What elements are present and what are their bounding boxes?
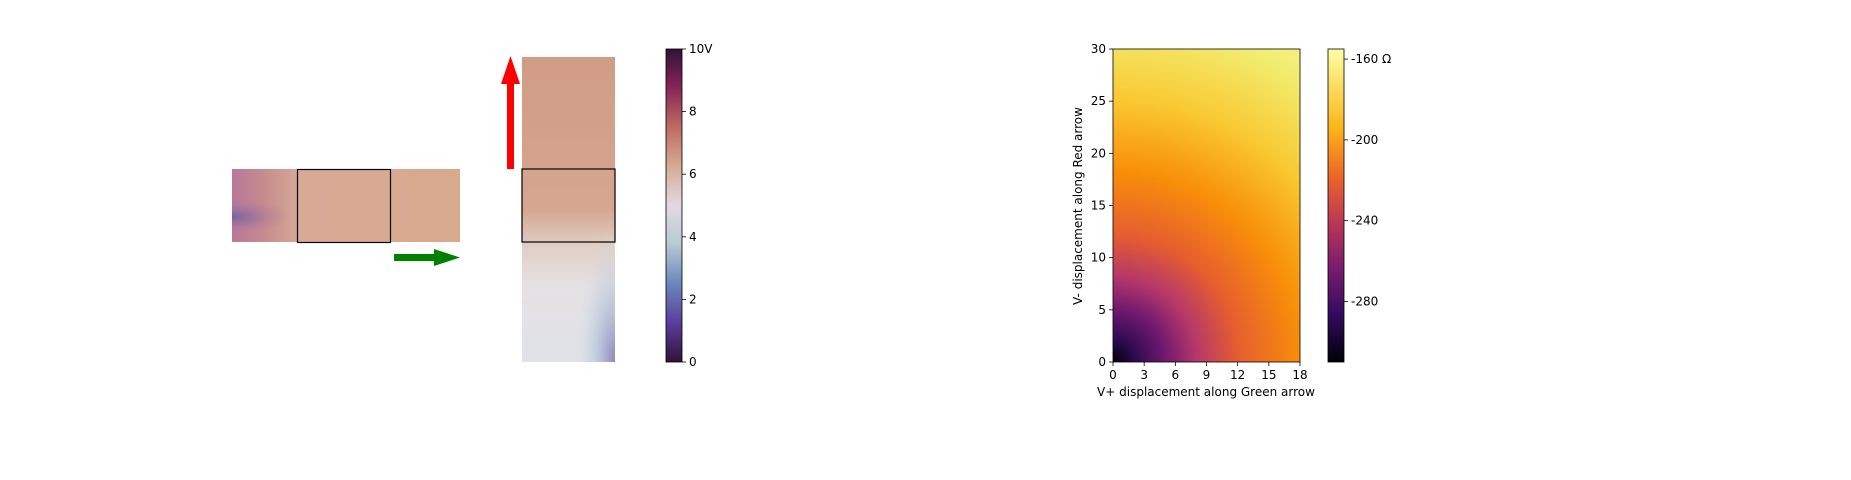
- voltage-colorbar-tick-label: 0: [689, 355, 697, 369]
- y-tick-label: 15: [1091, 199, 1106, 213]
- y-tick-label: 0: [1098, 355, 1106, 369]
- x-tick-label: 3: [1140, 368, 1148, 382]
- y-axis-ticks: 0 5 10 15 20 25 30: [1091, 42, 1113, 369]
- vertical-potential-strip: [522, 57, 615, 362]
- y-tick-label: 20: [1091, 146, 1106, 160]
- x-tick-label: 12: [1230, 368, 1245, 382]
- x-axis-label: V+ displacement along Green arrow: [1097, 385, 1315, 399]
- x-tick-label: 6: [1172, 368, 1180, 382]
- x-tick-label: 18: [1292, 368, 1307, 382]
- x-tick-label: 9: [1203, 368, 1211, 382]
- y-tick-label: 30: [1091, 42, 1106, 56]
- resistance-colorbar-tick-label: -240: [1351, 214, 1378, 228]
- x-tick-label: 0: [1109, 368, 1117, 382]
- y-axis-label: V- displacement along Red arrow: [1071, 107, 1085, 305]
- y-tick-label: 25: [1091, 94, 1106, 108]
- voltage-colorbar-tick-label: 10V: [689, 42, 713, 56]
- resistance-colorbar-tick-label: -160 Ω: [1351, 52, 1391, 66]
- voltage-colorbar-tick-label: 2: [689, 292, 697, 306]
- green-arrow-icon: [394, 249, 460, 266]
- heatmap-plot: 0 3 6 9 12 15 18 0 5 10 15 20 25 30 V+ displacement …: [1071, 42, 1315, 399]
- x-axis-ticks: 0 3 6 9 12 15 18: [1109, 362, 1307, 382]
- voltage-colorbar-tick-label: 8: [689, 105, 697, 119]
- resistance-colorbar: -160 Ω -200 -240 -280: [1328, 49, 1391, 362]
- voltage-colorbar: 0 2 4 6 8 10V: [666, 42, 713, 369]
- red-arrow-icon: [501, 56, 520, 169]
- y-tick-label: 5: [1098, 303, 1106, 317]
- y-tick-label: 10: [1091, 251, 1106, 265]
- voltage-colorbar-tick-label: 6: [689, 167, 697, 181]
- resistance-colorbar-tick-label: -280: [1351, 294, 1378, 308]
- x-tick-label: 15: [1261, 368, 1276, 382]
- horizontal-potential-strip: [232, 169, 460, 242]
- resistance-colorbar-tick-label: -200: [1351, 133, 1378, 147]
- voltage-colorbar-tick-label: 4: [689, 230, 697, 244]
